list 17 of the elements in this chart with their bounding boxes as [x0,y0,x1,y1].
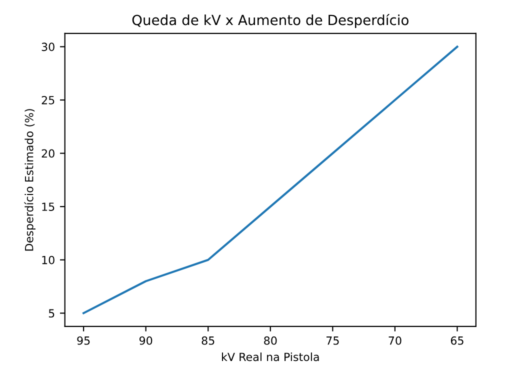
x-tick-label: 95 [77,336,90,345]
chart-title: Queda de kV x Aumento de Desperdício [132,14,408,28]
x-axis-title: kV Real na Pistola [222,352,319,362]
y-tick-label: 25 [42,96,54,104]
y-axis-title: Desperdício Estimado (%) [24,109,36,251]
y-tick-label: 20 [42,149,54,158]
x-tick-label: 65 [450,336,464,345]
y-tick-label: 10 [42,256,54,264]
line-series [82,46,458,314]
x-tick-label: 75 [326,336,339,345]
y-tick-label: 5 [48,309,54,318]
x-tick-label: 70 [388,336,402,345]
x-tick-label: 90 [139,336,152,345]
y-tick-label: 15 [42,202,54,211]
x-tick-label: 85 [202,336,214,345]
x-tick-label: 80 [264,336,277,345]
y-tick-label: 30 [42,42,54,52]
